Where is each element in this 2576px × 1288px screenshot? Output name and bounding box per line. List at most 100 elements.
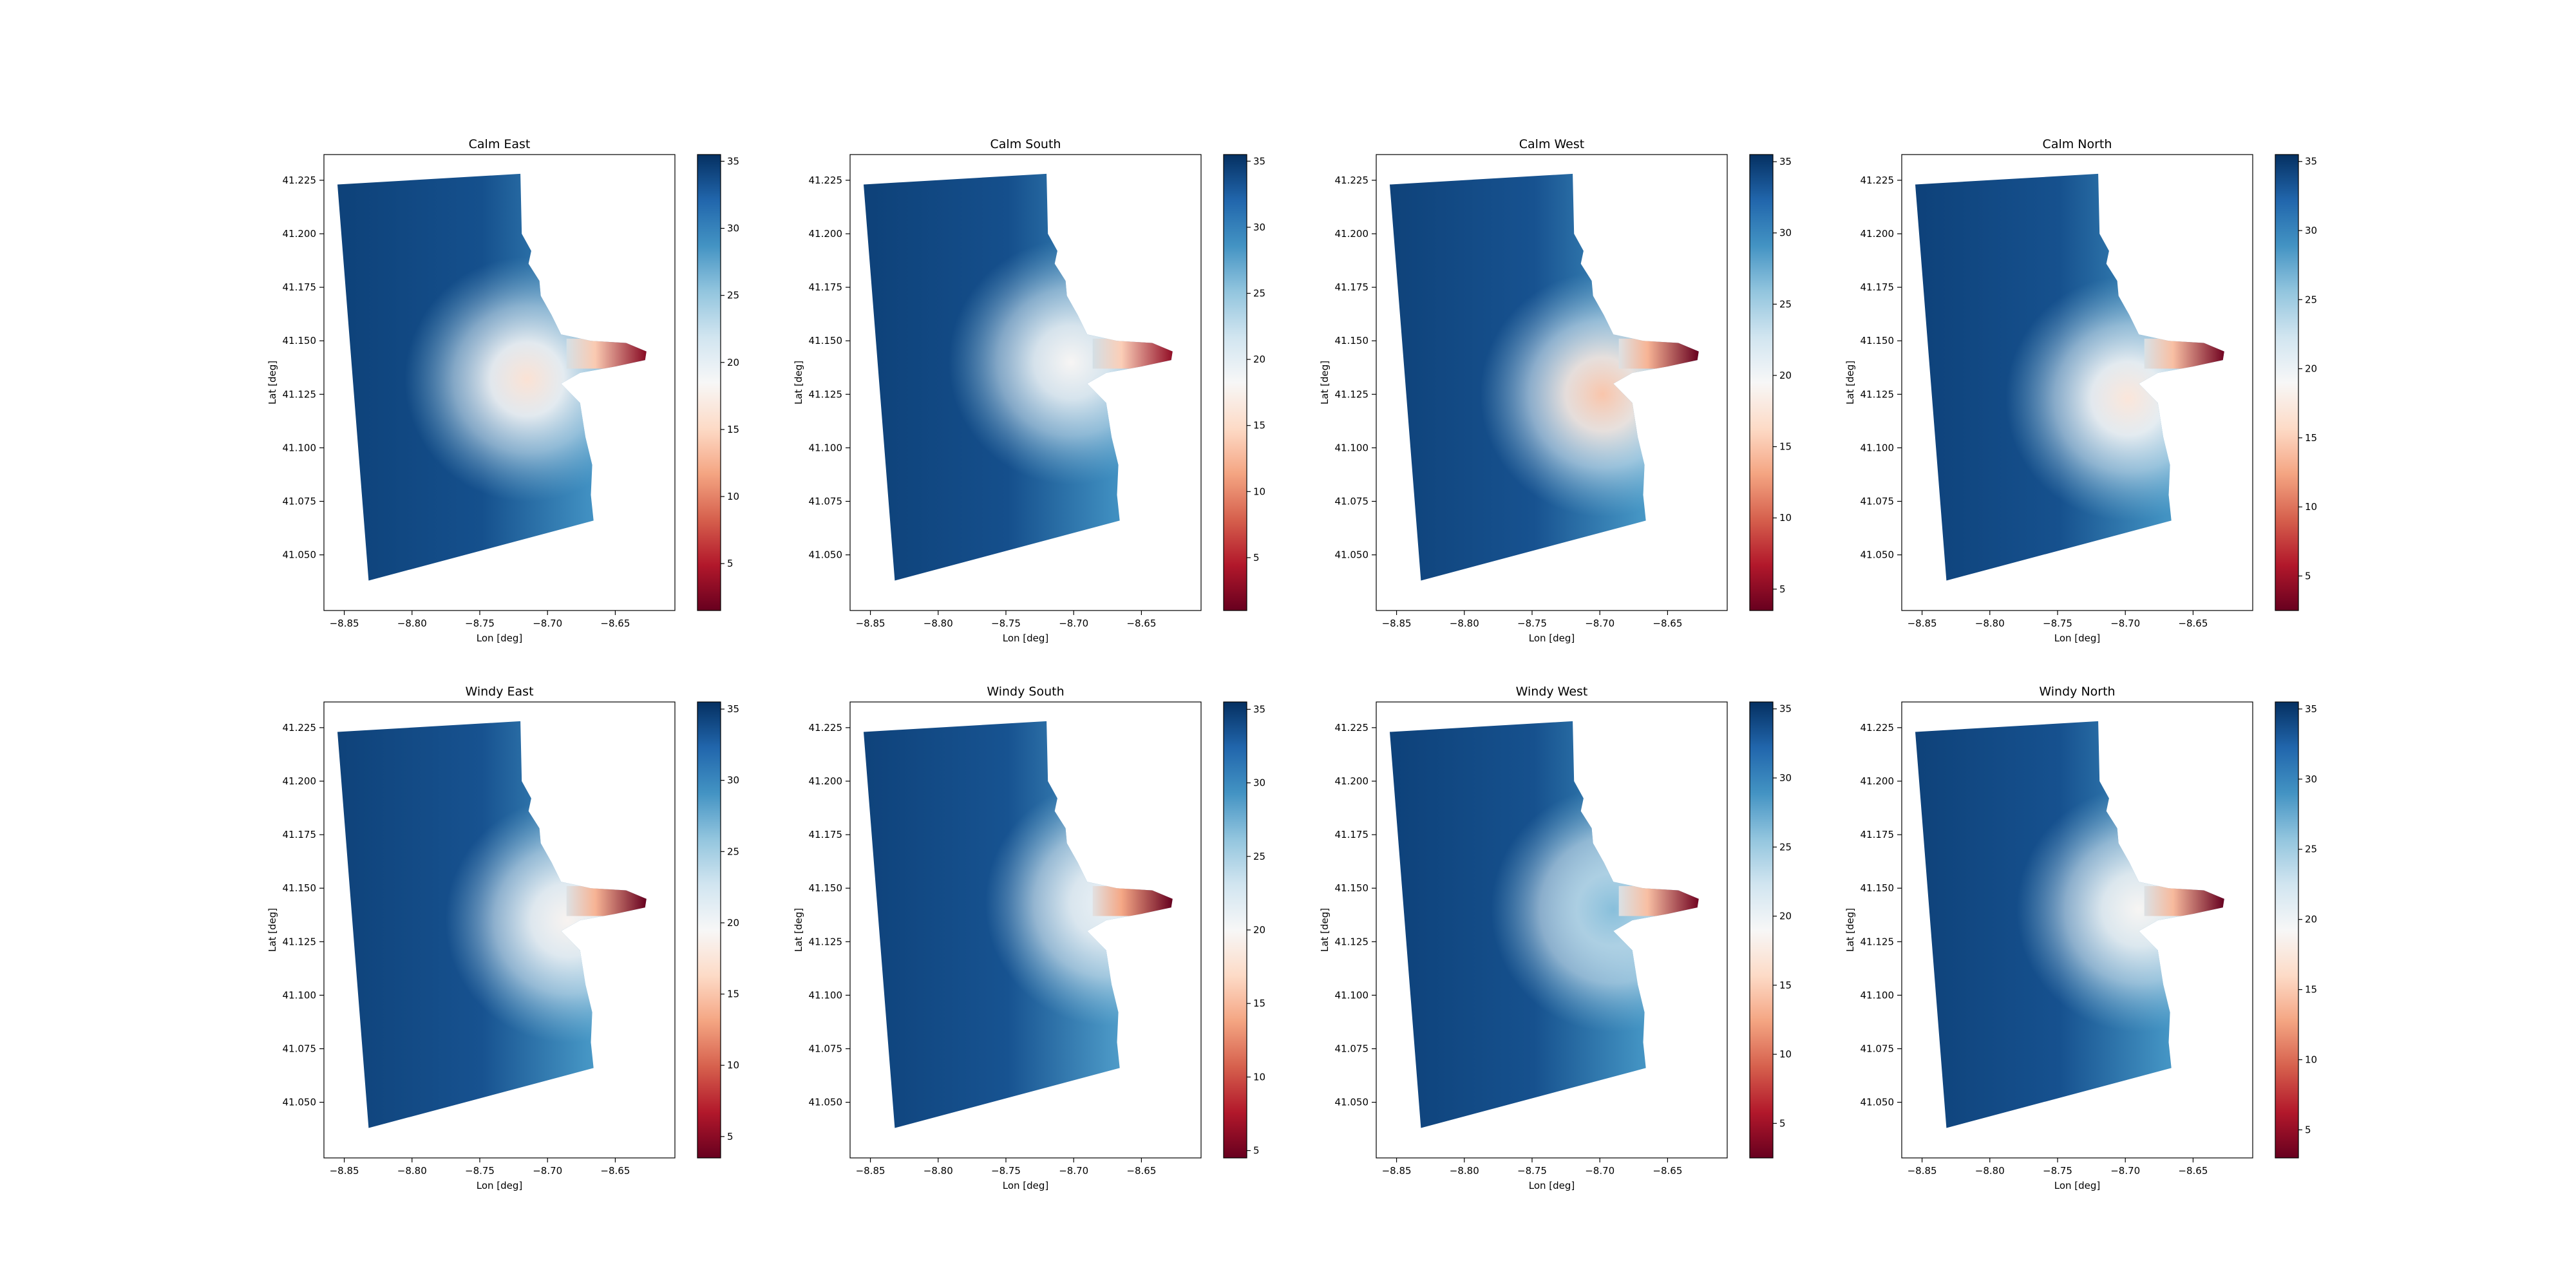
y-tick-label: 41.225 — [1335, 722, 1369, 734]
y-tick-label: 41.100 — [809, 442, 843, 453]
colorbar-tick-label: 25 — [727, 290, 739, 301]
x-tick-label: −8.80 — [397, 1165, 427, 1177]
colorbar-tick-label: 25 — [1253, 287, 1265, 299]
panel-title: Calm West — [1519, 137, 1584, 151]
y-tick-label: 41.125 — [1861, 388, 1895, 400]
colorbar-tick-label: 35 — [2305, 703, 2317, 715]
x-tick-label: −8.80 — [1975, 618, 2005, 629]
colorbar-tick-label: 10 — [727, 491, 739, 502]
colorbar-tick-label: 30 — [727, 223, 739, 234]
x-tick-label: −8.85 — [1908, 618, 1937, 629]
y-tick-label: 41.050 — [283, 1097, 317, 1108]
panel-calm-east: Calm East −8.85 −8.80 −8.75 −8.70 −8.65 Lon [d… — [267, 137, 739, 644]
colorbar-tick-label: 35 — [1253, 703, 1265, 715]
colorbar-tick-label: 20 — [727, 357, 739, 368]
colorbar — [2275, 701, 2299, 1159]
x-tick-label: −8.65 — [600, 618, 630, 629]
y-tick-label: 41.125 — [809, 388, 843, 400]
y-tick-label: 41.100 — [809, 989, 843, 1001]
axes-frame — [1901, 701, 2253, 1159]
x-tick-label: −8.75 — [2043, 1165, 2072, 1177]
x-tick-label: −8.80 — [923, 1165, 953, 1177]
panel-calm-north: Calm North −8.85 −8.80 −8.75 −8.70 −8.65 Lon [… — [1844, 137, 2317, 644]
depth-field — [864, 173, 1173, 581]
colorbar-tick-label: 35 — [1779, 156, 1792, 167]
y-tick-label: 41.050 — [809, 1097, 843, 1108]
x-axis-label: Lon [deg] — [2054, 632, 2101, 644]
x-tick-label: −8.80 — [1975, 1165, 2005, 1177]
y-tick-label: 41.150 — [809, 882, 843, 894]
river-channel — [1092, 338, 1173, 369]
axes-frame — [1376, 154, 1728, 611]
colorbar-tick-label: 35 — [1779, 703, 1792, 715]
colorbar-tick-label: 35 — [727, 155, 739, 167]
colorbar-tick-label: 30 — [1253, 777, 1265, 789]
x-tick-label: −8.65 — [1126, 618, 1156, 629]
colorbar-tick-label: 20 — [1779, 370, 1792, 381]
colorbar-tick-label: 15 — [1253, 420, 1265, 431]
river-channel — [566, 886, 647, 916]
y-tick-label: 41.200 — [283, 228, 317, 240]
y-tick-label: 41.125 — [283, 388, 317, 400]
colorbar-tick-label: 5 — [1779, 583, 1786, 595]
x-tick-label: −8.85 — [1908, 1165, 1937, 1177]
y-axis-label: Lat [deg] — [267, 361, 278, 404]
colorbar-tick-label: 20 — [1253, 354, 1265, 365]
y-tick-label: 41.175 — [1335, 829, 1369, 840]
y-tick-label: 41.075 — [1335, 495, 1369, 507]
y-tick-label: 41.225 — [283, 722, 317, 734]
y-axis-label: Lat [deg] — [1319, 908, 1331, 952]
axes-frame — [323, 154, 676, 611]
colorbar-tick-label: 15 — [727, 989, 739, 1000]
panel-title: Windy East — [465, 685, 533, 699]
x-tick-label: −8.85 — [1382, 618, 1412, 629]
colorbar-tick-label: 20 — [1779, 911, 1792, 922]
x-tick-label: −8.80 — [923, 618, 953, 629]
y-axis-label: Lat [deg] — [1844, 908, 1856, 952]
x-tick-label: −8.75 — [1517, 618, 1547, 629]
y-tick-label: 41.225 — [809, 175, 843, 186]
panel-windy-north: Windy North −8.85 −8.80 −8.75 −8.70 −8.65 Lon … — [1844, 685, 2317, 1191]
panel-title: Windy West — [1516, 685, 1588, 699]
x-tick-label: −8.65 — [2178, 618, 2208, 629]
x-tick-label: −8.70 — [533, 618, 562, 629]
colorbar-tick-label: 20 — [2305, 363, 2317, 375]
colorbar-tick-label: 30 — [1779, 772, 1792, 784]
y-tick-label: 41.125 — [1861, 936, 1895, 947]
colorbar-tick-label: 15 — [1779, 980, 1792, 991]
x-tick-label: −8.75 — [465, 1165, 495, 1177]
y-tick-label: 41.075 — [283, 1043, 317, 1054]
colorbar-tick-label: 25 — [1779, 298, 1792, 310]
y-axis-label: Lat [deg] — [793, 361, 804, 404]
y-tick-label: 41.175 — [283, 829, 317, 840]
panel-calm-west: Calm West −8.85 −8.80 −8.75 −8.70 −8.65 Lon [d… — [1319, 137, 1792, 644]
depth-field — [1915, 721, 2224, 1128]
y-tick-label: 41.150 — [283, 335, 317, 346]
panel-title: Calm East — [469, 137, 531, 151]
y-axis-label: Lat [deg] — [1844, 361, 1856, 404]
y-tick-label: 41.200 — [1861, 228, 1895, 240]
panel-windy-south: Windy South −8.85 −8.80 −8.75 −8.70 −8.65 Lon … — [793, 685, 1265, 1191]
colorbar-tick-label: 5 — [727, 1131, 734, 1142]
axes-frame — [323, 701, 676, 1159]
y-tick-label: 41.150 — [809, 335, 843, 346]
colorbar-tick-label: 35 — [727, 703, 739, 715]
x-axis-label: Lon [deg] — [477, 1180, 523, 1191]
x-axis-label: Lon [deg] — [2054, 1180, 2101, 1191]
panel-title: Calm South — [990, 137, 1061, 151]
y-tick-label: 41.200 — [1861, 775, 1895, 787]
river-channel — [2144, 338, 2224, 369]
x-tick-label: −8.75 — [1517, 1165, 1547, 1177]
colorbar-tick-label: 15 — [1253, 998, 1265, 1009]
colorbar-tick-label: 15 — [2305, 432, 2317, 444]
colorbar-tick-label: 35 — [2305, 156, 2317, 167]
x-axis-label: Lon [deg] — [1529, 632, 1575, 644]
river-channel — [1092, 886, 1173, 916]
x-tick-label: −8.65 — [2178, 1165, 2208, 1177]
axes-frame — [849, 701, 1202, 1159]
colorbar-tick-label: 5 — [2305, 1124, 2311, 1135]
y-tick-label: 41.075 — [1861, 1043, 1895, 1054]
y-tick-label: 41.225 — [283, 175, 317, 186]
colorbar-tick-label: 10 — [1253, 486, 1265, 497]
y-tick-label: 41.225 — [1861, 175, 1895, 186]
